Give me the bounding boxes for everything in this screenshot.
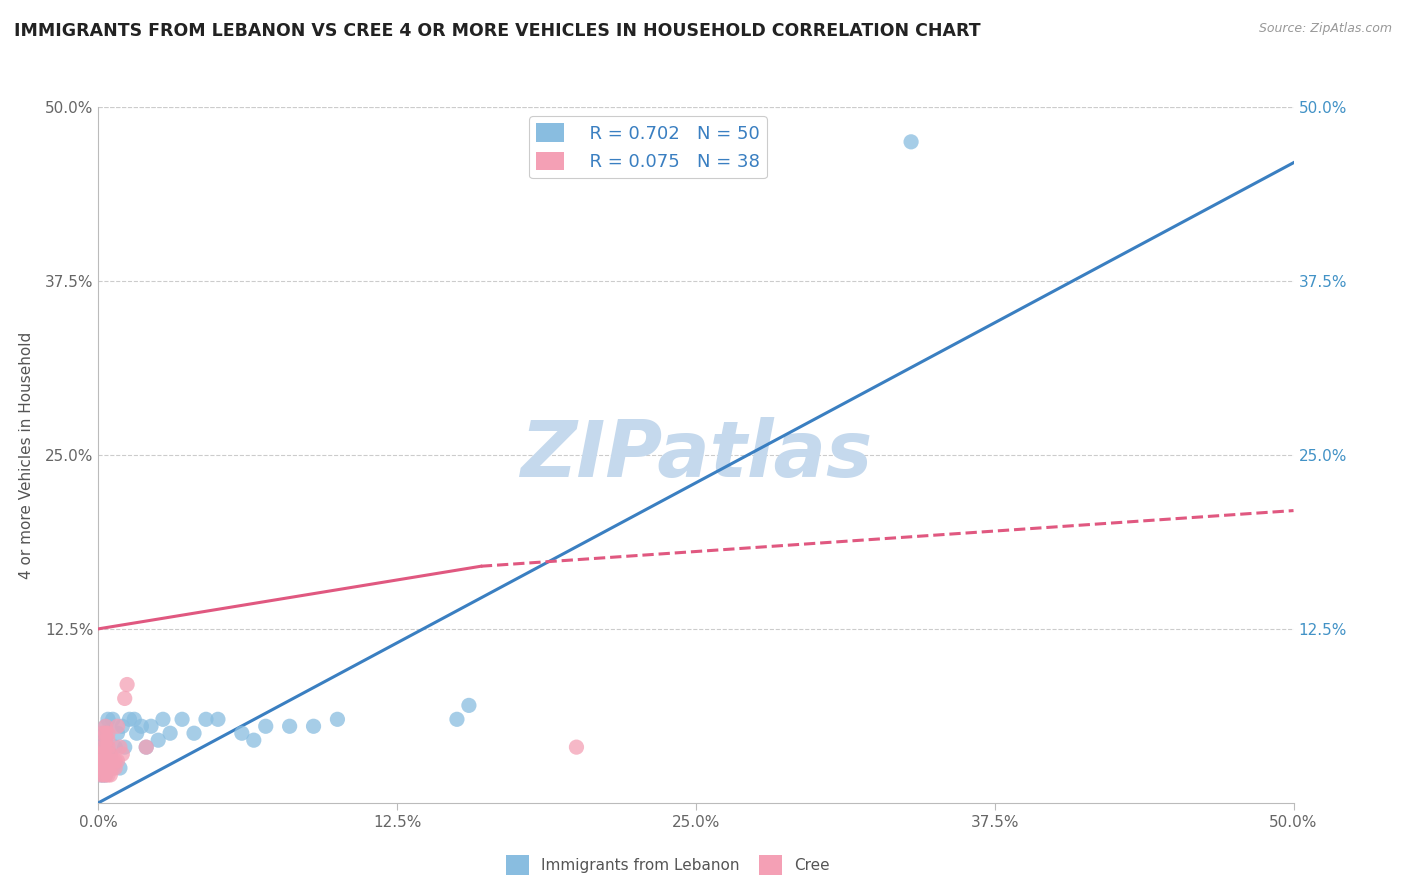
Point xyxy=(97,733,120,747)
Text: ZIPatlas: ZIPatlas xyxy=(520,417,872,493)
Point xyxy=(98,761,122,775)
Point xyxy=(243,733,266,747)
Point xyxy=(172,712,194,726)
Point xyxy=(131,719,153,733)
Point xyxy=(98,747,122,761)
Point xyxy=(114,740,136,755)
Point xyxy=(94,719,117,733)
Point xyxy=(111,719,134,733)
Text: IMMIGRANTS FROM LEBANON VS CREE 4 OR MORE VEHICLES IN HOUSEHOLD CORRELATION CHAR: IMMIGRANTS FROM LEBANON VS CREE 4 OR MOR… xyxy=(14,22,981,40)
Point xyxy=(97,754,120,768)
Point xyxy=(97,768,120,782)
Point xyxy=(101,754,124,768)
Point xyxy=(97,747,120,761)
Point xyxy=(91,761,114,775)
Point xyxy=(104,740,127,755)
Point xyxy=(152,712,174,726)
Point xyxy=(231,726,253,740)
Point xyxy=(326,712,349,726)
Point xyxy=(135,740,157,755)
Point xyxy=(148,733,170,747)
Point xyxy=(97,740,120,755)
Point xyxy=(94,740,117,755)
Point xyxy=(90,768,112,782)
Point xyxy=(98,747,122,761)
Point xyxy=(91,761,114,775)
Point xyxy=(98,754,122,768)
Point xyxy=(900,135,922,149)
Point xyxy=(91,733,114,747)
Point xyxy=(114,691,136,706)
Point xyxy=(302,719,325,733)
Point xyxy=(101,761,124,775)
Point xyxy=(97,712,120,726)
Point xyxy=(104,761,127,775)
Point xyxy=(98,768,122,782)
Point xyxy=(108,761,131,775)
Point xyxy=(107,719,129,733)
Point xyxy=(97,726,120,740)
Point xyxy=(194,712,218,726)
Point xyxy=(111,747,134,761)
Point xyxy=(91,747,114,761)
Y-axis label: 4 or more Vehicles in Household: 4 or more Vehicles in Household xyxy=(18,331,34,579)
Point xyxy=(125,726,148,740)
Point xyxy=(94,740,117,755)
Point xyxy=(98,754,122,768)
Point xyxy=(115,677,138,691)
Point xyxy=(90,747,112,761)
Point xyxy=(91,754,114,768)
Point xyxy=(107,726,129,740)
Point xyxy=(91,740,114,755)
Text: Cree: Cree xyxy=(794,858,830,872)
Point xyxy=(94,733,117,747)
Point xyxy=(94,768,117,782)
Point xyxy=(118,712,141,726)
Point xyxy=(124,712,146,726)
Point xyxy=(254,719,277,733)
Point xyxy=(107,754,129,768)
Text: Immigrants from Lebanon: Immigrants from Lebanon xyxy=(541,858,740,872)
Point xyxy=(108,740,131,755)
Point xyxy=(91,740,114,755)
Point xyxy=(90,768,112,782)
Point xyxy=(94,754,117,768)
Point xyxy=(101,712,124,726)
Point xyxy=(94,726,117,740)
Point xyxy=(91,754,114,768)
Point xyxy=(90,761,112,775)
Point xyxy=(104,754,127,768)
Point xyxy=(94,761,117,775)
Point xyxy=(94,733,117,747)
Point xyxy=(94,754,117,768)
Point xyxy=(159,726,181,740)
Point xyxy=(207,712,229,726)
Point xyxy=(91,726,114,740)
Text: Source: ZipAtlas.com: Source: ZipAtlas.com xyxy=(1258,22,1392,36)
Point xyxy=(94,719,117,733)
Point xyxy=(183,726,205,740)
Point xyxy=(97,761,120,775)
Point xyxy=(91,768,114,782)
Point xyxy=(90,754,112,768)
Point xyxy=(97,761,120,775)
Point xyxy=(94,768,117,782)
Point xyxy=(139,719,162,733)
Point xyxy=(91,768,114,782)
Point xyxy=(94,761,117,775)
Point xyxy=(90,747,112,761)
Point xyxy=(90,754,112,768)
Point xyxy=(278,719,301,733)
Point xyxy=(91,726,114,740)
Legend:   R = 0.702   N = 50,   R = 0.075   N = 38: R = 0.702 N = 50, R = 0.075 N = 38 xyxy=(529,116,768,178)
Point xyxy=(135,740,157,755)
Point xyxy=(565,740,588,755)
Point xyxy=(458,698,481,713)
Point xyxy=(446,712,468,726)
Point xyxy=(98,761,122,775)
